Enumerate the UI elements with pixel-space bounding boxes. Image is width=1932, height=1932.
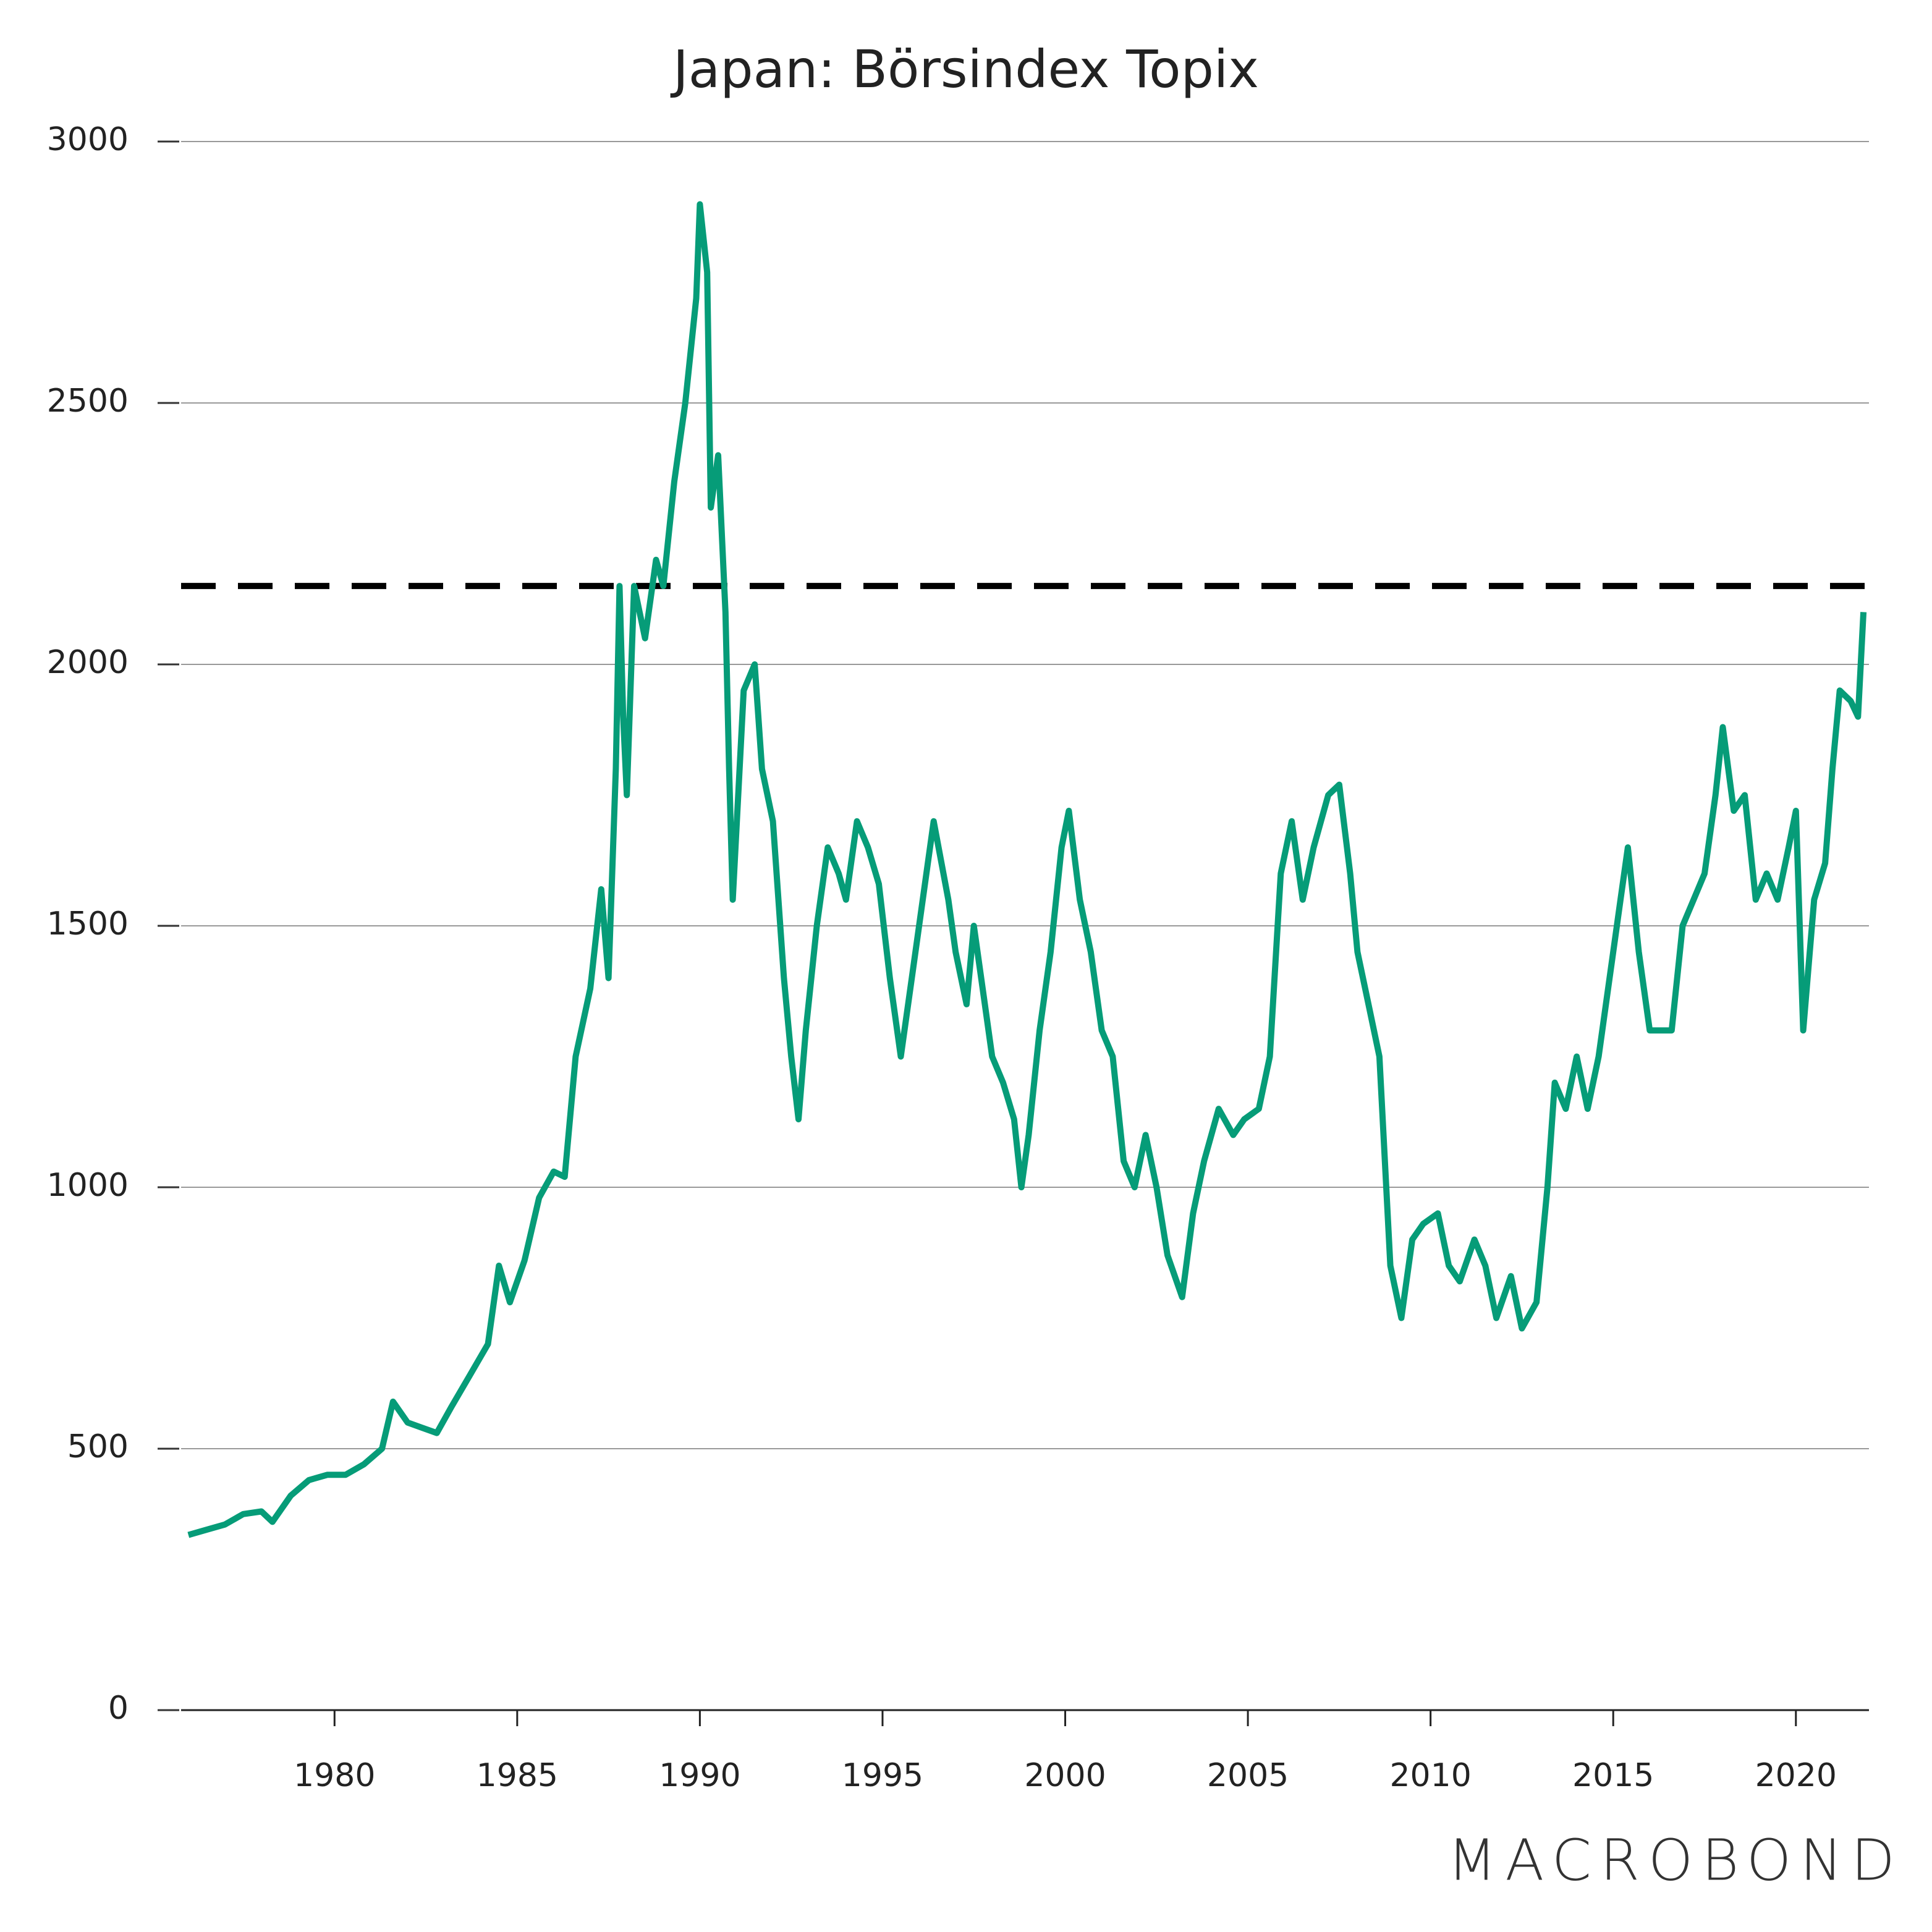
x-tick-label: 2010 <box>1389 1757 1471 1794</box>
x-tick-label: 2015 <box>1572 1757 1654 1794</box>
logo: MACROBOND <box>1447 1828 1904 1894</box>
y-tick-label: 500 <box>67 1428 129 1465</box>
x-tick-label: 1990 <box>659 1757 740 1794</box>
y-tick-label: 3000 <box>47 121 129 158</box>
y-tick-label: 2500 <box>47 383 129 420</box>
y-tick-label: 1000 <box>47 1167 129 1204</box>
chart-title: Japan: Börsindex Topix <box>670 39 1259 100</box>
x-tick-label: 1985 <box>477 1757 558 1794</box>
x-tick-label: 2000 <box>1024 1757 1106 1794</box>
x-tick-label: 1995 <box>842 1757 923 1794</box>
series-line <box>187 201 1867 1538</box>
y-tick-label: 2000 <box>47 644 129 681</box>
x-tick-label: 2005 <box>1207 1757 1289 1794</box>
y-tick-label: 0 <box>108 1690 129 1727</box>
x-tick-label: 1980 <box>294 1757 375 1794</box>
x-tick-label: 2020 <box>1755 1757 1837 1794</box>
y-tick-label: 1500 <box>47 905 129 943</box>
